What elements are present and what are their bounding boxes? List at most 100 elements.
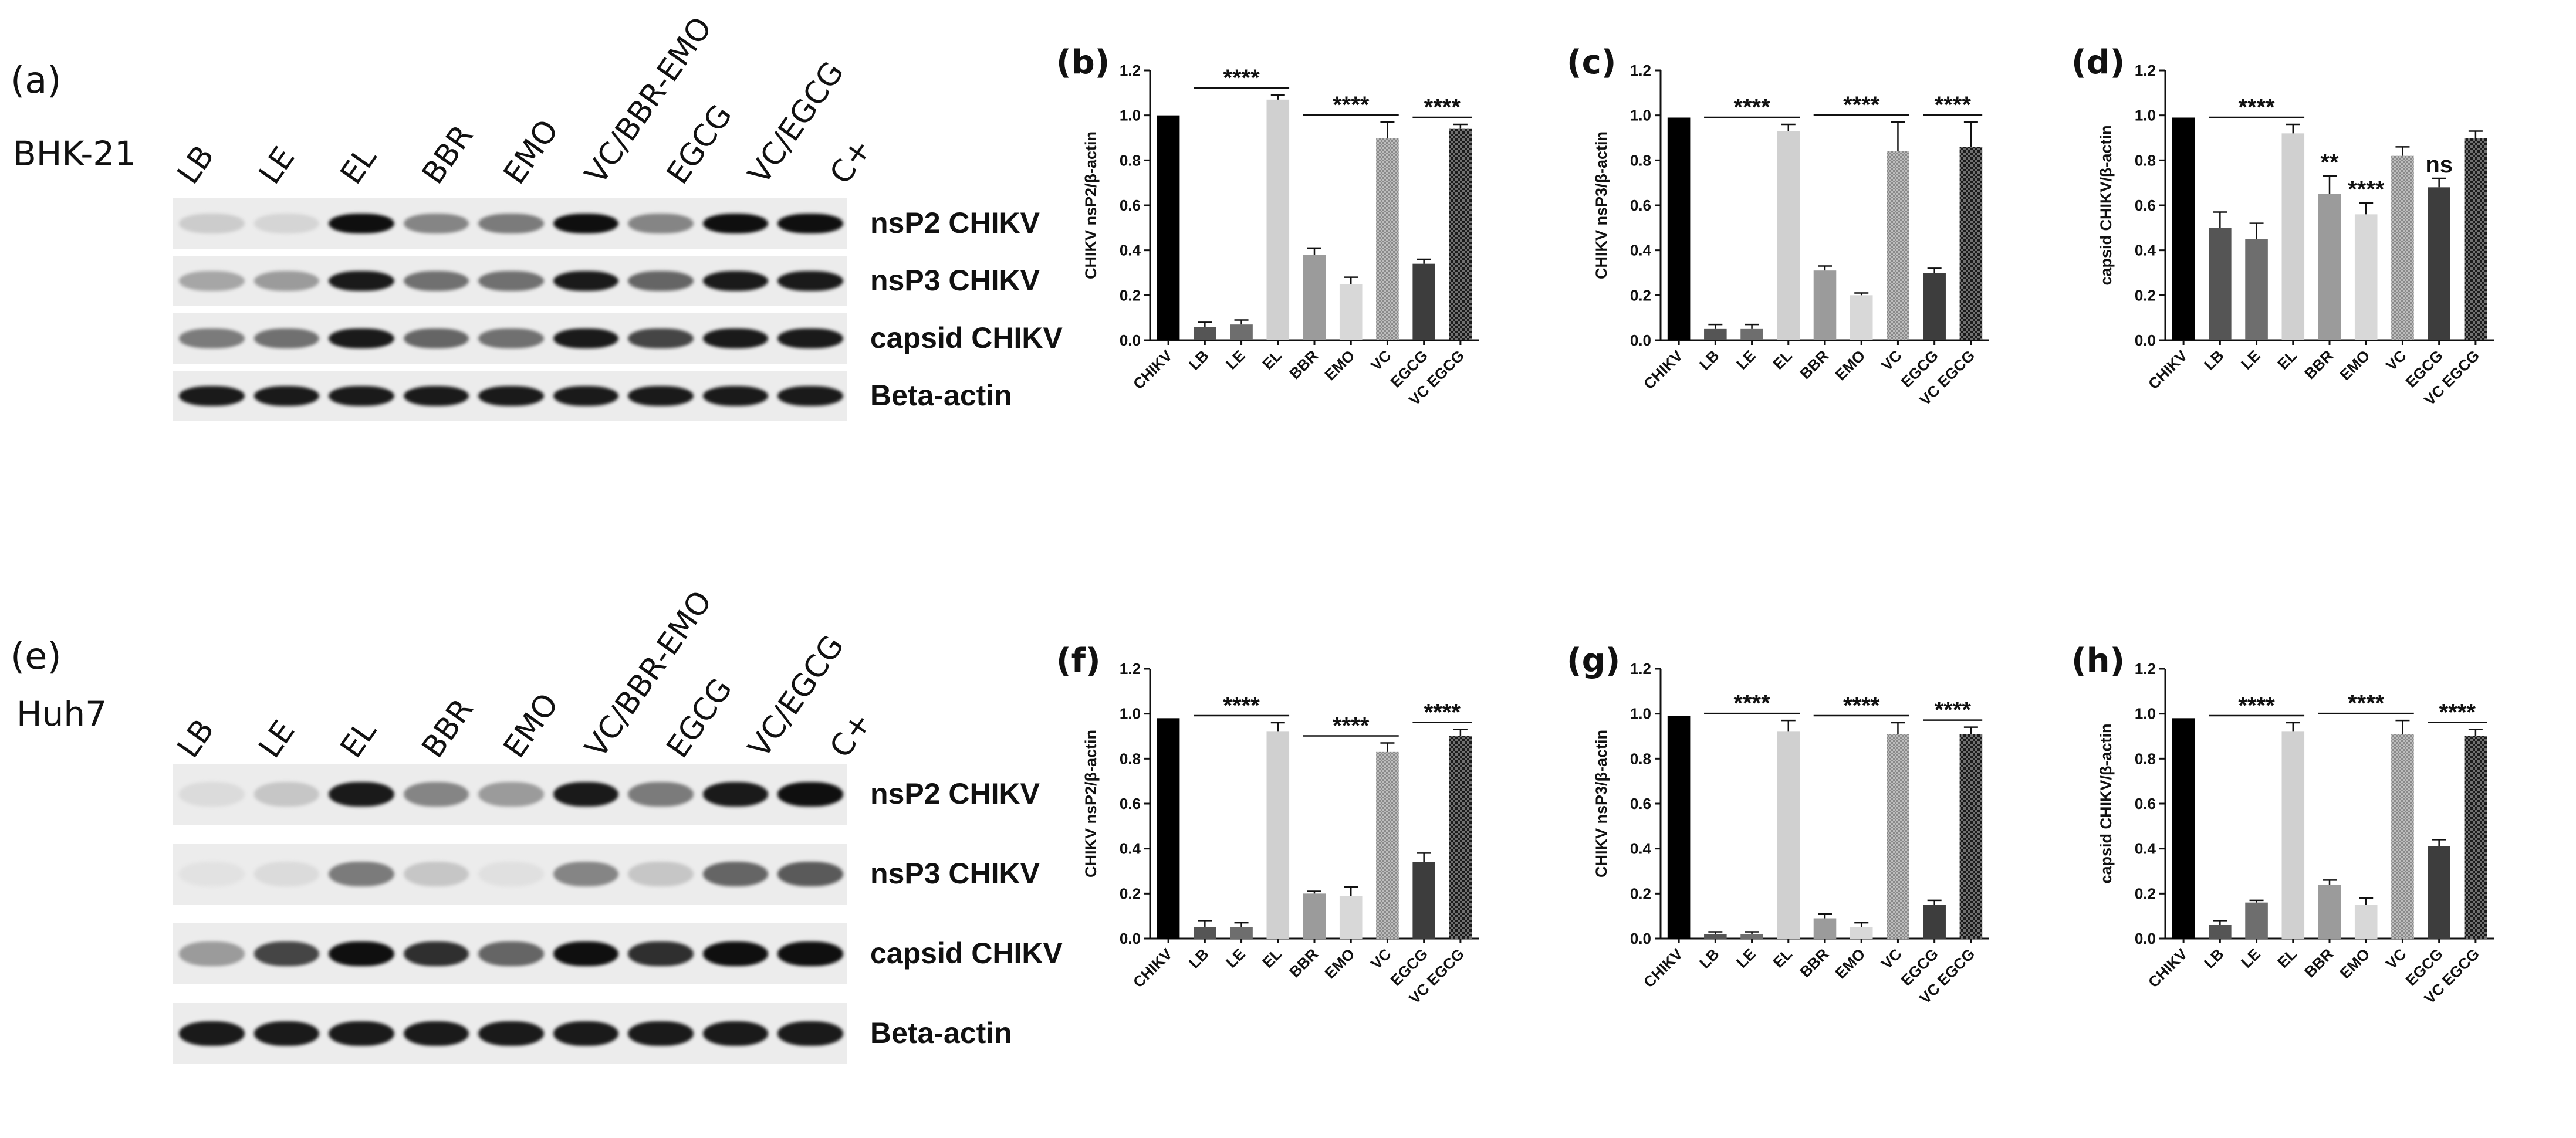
lane-label: LE: [252, 140, 302, 191]
panel-letter: (e): [11, 635, 62, 678]
bar-vc: [1887, 734, 1909, 939]
lane-label: BBR: [415, 692, 481, 764]
bar-chart: (h) 0.0 0.2 0.4 0.6 0.8 1.0 1.2 capsid CHIKV/β-a…: [2071, 642, 2494, 1007]
blot-band: [777, 213, 843, 234]
bar-vc: [2391, 155, 2414, 340]
x-tick-label: LB: [1696, 945, 1723, 972]
y-tick-label: 1.2: [1630, 660, 1651, 678]
bar-vc-egcg: [2464, 138, 2487, 340]
blot-band: [179, 941, 245, 966]
y-tick-label: 0.2: [1630, 885, 1651, 902]
y-axis-label: CHIKV nsP2/β-actin: [1082, 730, 1100, 878]
blot-strip: [173, 256, 847, 306]
bar-el: [2281, 731, 2305, 939]
bar-el: [1777, 731, 1800, 939]
blot-band: [478, 328, 544, 349]
significance-label: ****: [1424, 94, 1461, 120]
chart-g: (g) 0.0 0.2 0.4 0.6 0.8 1.0 1.2 CHIKV nsP3/β-act…: [1555, 642, 2024, 1059]
bar-chikv: [1157, 115, 1180, 340]
cell-line-label: BHK-21: [13, 134, 137, 174]
x-tick-label: LB: [1696, 347, 1723, 374]
blot-band: [403, 270, 469, 292]
bar-lb: [1704, 328, 1727, 340]
blot-band: [702, 782, 769, 807]
blot-band: [777, 328, 843, 349]
bar-vc-egcg: [1449, 128, 1472, 340]
bar-le: [1230, 927, 1253, 939]
western-blot-a: (a) BHK-21 LB LE EL BBR EMO VC/BBR-EMO EGCG VC/…: [0, 0, 1063, 528]
panel-letter: (d): [2071, 43, 2125, 82]
y-tick-label: 0.2: [1630, 286, 1651, 304]
blot-band: [403, 782, 469, 807]
blot-strip: [173, 371, 847, 421]
significance-label: ****: [1424, 700, 1461, 726]
blot-band: [628, 1021, 694, 1046]
blot-band: [329, 941, 394, 966]
bar-vc-egcg: [1449, 736, 1472, 939]
blot-band: [628, 782, 694, 807]
y-tick-label: 0.0: [1630, 331, 1651, 349]
blot-band: [329, 270, 394, 292]
y-tick-label: 1.0: [1120, 705, 1141, 723]
significance-label: ns: [2425, 152, 2453, 178]
blot-band: [253, 213, 320, 234]
x-tick-label: EL: [2274, 347, 2300, 373]
x-tick-label: CHIKV: [1130, 945, 1176, 991]
blot-band: [478, 941, 544, 966]
blot-band: [628, 213, 694, 234]
x-tick-label: EMO: [1831, 347, 1868, 384]
protein-label: nsP3 CHIKV: [870, 857, 1040, 890]
blot-band: [628, 270, 694, 292]
blot-band: [179, 1021, 245, 1046]
y-tick-label: 0.2: [2135, 286, 2156, 304]
blot-band: [702, 1021, 769, 1046]
y-tick-label: 0.4: [2135, 840, 2156, 858]
y-tick-label: 0.8: [1630, 151, 1651, 169]
y-tick-label: 1.0: [2135, 705, 2156, 723]
y-tick-label: 1.2: [1120, 62, 1141, 79]
chart-b: (b) 0.0 0.2 0.4 0.6 0.8 1.0 1.2 CHIKV nsP2/β-act…: [1044, 43, 1514, 460]
blot-band: [179, 782, 245, 807]
y-tick-label: 0.0: [1120, 930, 1141, 947]
blot-strip: [173, 764, 847, 825]
blot-band: [253, 385, 320, 407]
x-tick-label: BBR: [2301, 347, 2337, 382]
bar-le: [1230, 324, 1253, 340]
blot-band: [553, 270, 619, 292]
x-tick-label: CHIKV: [2145, 347, 2191, 393]
significance-label: ****: [1733, 94, 1770, 120]
protein-label: nsP3 CHIKV: [870, 264, 1040, 297]
bar-bbr: [1813, 270, 1837, 340]
bar-emo: [2354, 905, 2378, 939]
x-tick-label: EL: [1769, 945, 1796, 971]
bar-lb: [2209, 228, 2232, 340]
bar-vc: [1376, 751, 1399, 939]
y-tick-label: 0.2: [2135, 885, 2156, 902]
bar-le: [2245, 902, 2268, 939]
blot-band: [553, 213, 619, 234]
panel-letter: (a): [11, 59, 62, 101]
x-tick-label: VC: [1878, 347, 1905, 374]
blot-band: [553, 1021, 619, 1046]
bar-le: [1740, 328, 1763, 340]
bar-vc-egcg: [1959, 734, 1983, 939]
bar-emo: [1339, 284, 1363, 340]
blot-band: [253, 862, 320, 886]
protein-label: Beta-actin: [870, 1017, 1012, 1049]
x-tick-label: CHIKV: [1130, 347, 1176, 393]
blot-band: [553, 782, 619, 807]
blot-band: [403, 1021, 469, 1046]
x-tick-label: CHIKV: [2145, 945, 2191, 991]
blot-strip: [173, 1003, 847, 1064]
x-tick-label: LE: [2237, 945, 2264, 971]
blot-band: [403, 862, 469, 886]
bar-egcg: [1923, 905, 1946, 939]
y-tick-label: 0.8: [2135, 151, 2156, 169]
bar-el: [1266, 731, 1290, 939]
bar-vc-egcg: [1959, 147, 1983, 341]
blot-band: [702, 270, 769, 292]
panel-letter: (f): [1056, 642, 1101, 680]
x-tick-label: VC: [2382, 945, 2410, 973]
bar-le: [1740, 934, 1763, 939]
blot-band: [628, 385, 694, 407]
